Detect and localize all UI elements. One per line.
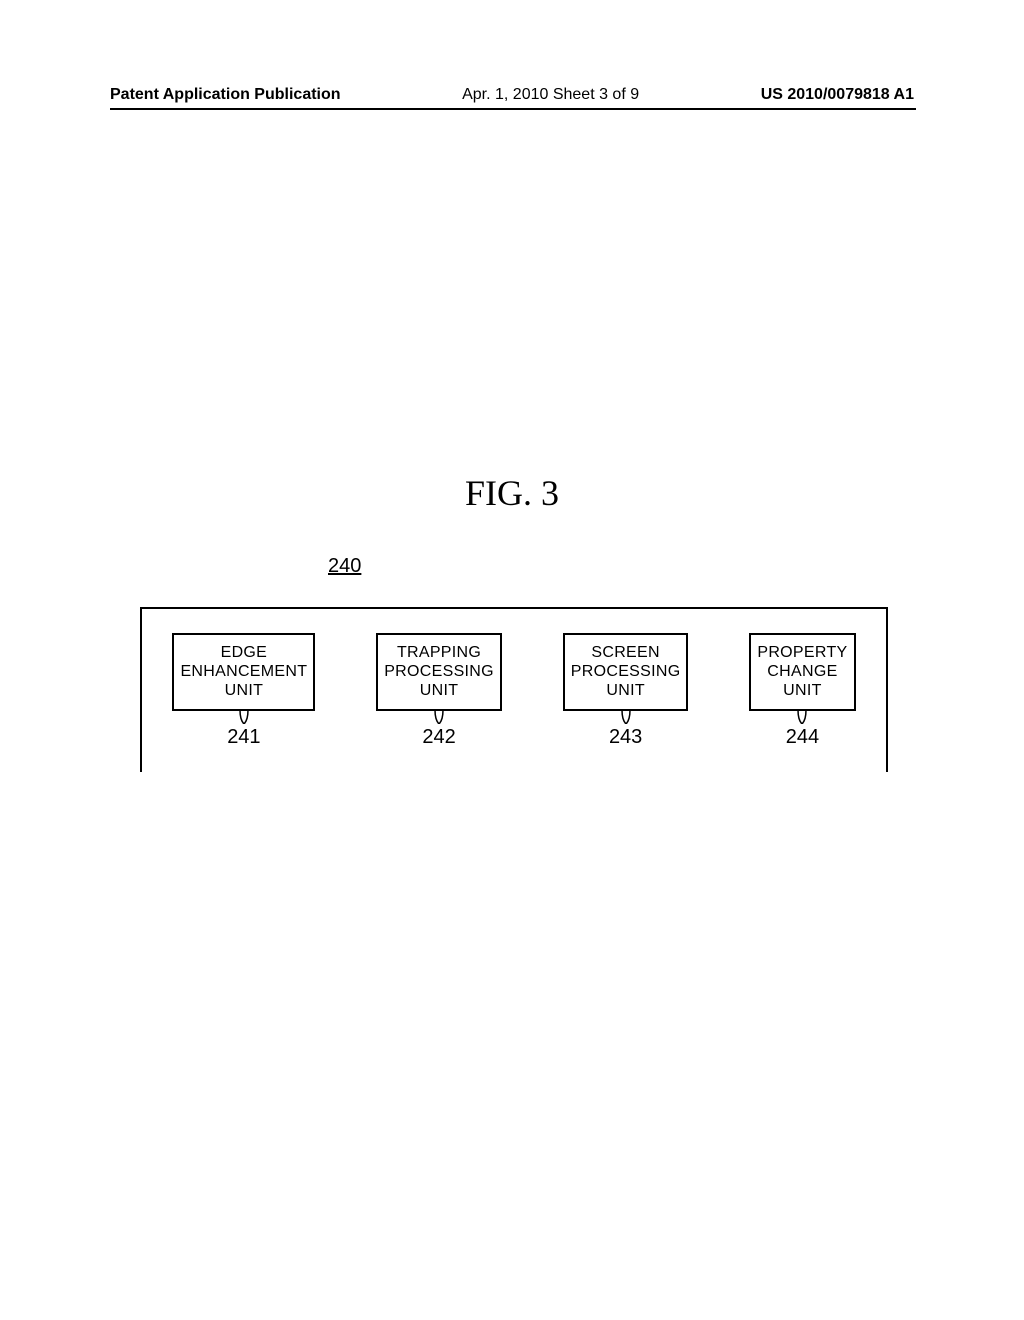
unit-group: PROPERTY CHANGE UNIT 244	[749, 633, 855, 749]
unit-line: ENHANCEMENT	[180, 662, 307, 681]
unit-line: PROPERTY	[757, 643, 847, 662]
unit-line: UNIT	[606, 681, 645, 700]
publication-number: US 2010/0079818 A1	[761, 86, 914, 104]
unit-line: SCREEN	[591, 643, 659, 662]
unit-ref: 241	[227, 726, 260, 749]
unit-line: PROCESSING	[384, 662, 494, 681]
unit-ref: 243	[609, 726, 642, 749]
diagram-container: EDGE ENHANCEMENT UNIT 241 TRAPPING PROCE…	[140, 607, 888, 772]
unit-line: EDGE	[221, 643, 268, 662]
unit-group: EDGE ENHANCEMENT UNIT 241	[172, 633, 315, 749]
date-sheet: Apr. 1, 2010 Sheet 3 of 9	[462, 86, 639, 104]
edge-enhancement-unit-box: EDGE ENHANCEMENT UNIT	[172, 633, 315, 711]
unit-line: PROCESSING	[571, 662, 681, 681]
unit-line: TRAPPING	[397, 643, 481, 662]
trapping-processing-unit-box: TRAPPING PROCESSING UNIT	[376, 633, 502, 711]
unit-ref: 242	[422, 726, 455, 749]
unit-line: UNIT	[420, 681, 459, 700]
unit-group: TRAPPING PROCESSING UNIT 242	[376, 633, 502, 749]
page-header: Patent Application Publication Apr. 1, 2…	[110, 86, 914, 104]
lead-line-icon	[796, 710, 808, 724]
header-rule	[110, 108, 916, 110]
unit-line: CHANGE	[767, 662, 837, 681]
lead-line-icon	[620, 710, 632, 724]
lead-line-icon	[238, 710, 250, 724]
screen-processing-unit-box: SCREEN PROCESSING UNIT	[563, 633, 689, 711]
unit-ref: 244	[786, 726, 819, 749]
unit-group: SCREEN PROCESSING UNIT 243	[563, 633, 689, 749]
property-change-unit-box: PROPERTY CHANGE UNIT	[749, 633, 855, 711]
unit-line: UNIT	[225, 681, 264, 700]
figure-title: FIG. 3	[0, 472, 1024, 514]
figure-main-ref: 240	[328, 555, 361, 578]
unit-line: UNIT	[783, 681, 822, 700]
publication-type: Patent Application Publication	[110, 86, 341, 104]
lead-line-icon	[433, 710, 445, 724]
